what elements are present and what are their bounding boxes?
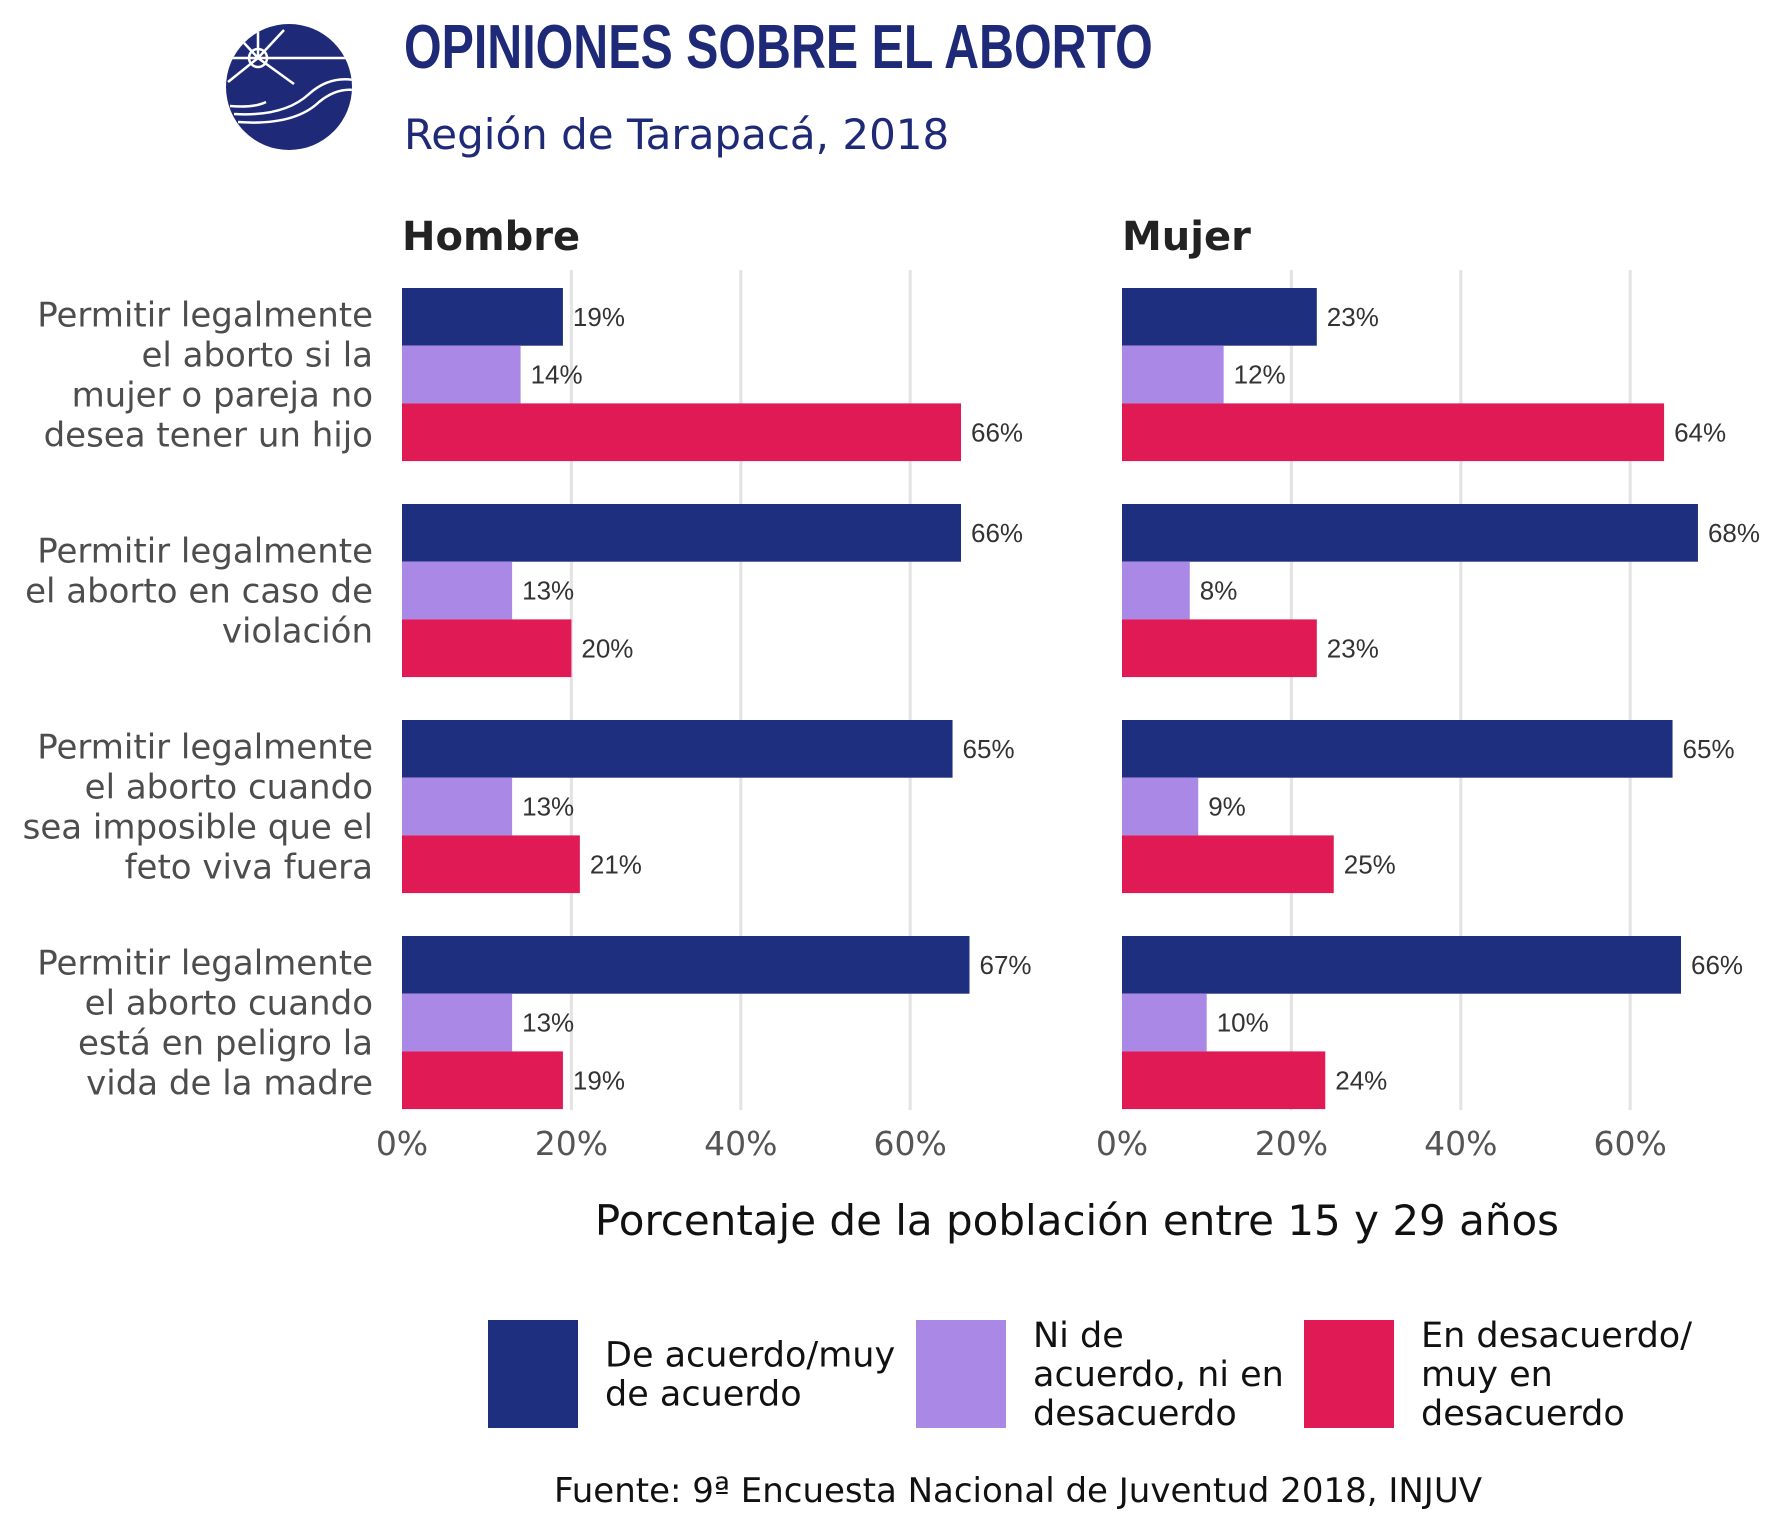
bar: [1122, 993, 1207, 1052]
data-label: 23%: [1327, 302, 1379, 332]
x-tick-label: 40%: [1424, 1124, 1497, 1163]
data-label: 67%: [979, 950, 1031, 980]
facet-title: Hombre: [402, 214, 580, 260]
x-tick-label: 60%: [1594, 1124, 1667, 1163]
data-label: 65%: [963, 734, 1015, 764]
legend-item: Ni de acuerdo, ni en desacuerdo: [916, 1316, 1284, 1434]
data-label: 19%: [573, 1065, 625, 1095]
data-label: 14%: [531, 360, 583, 390]
category-label: Permitir legalmente el aborto cuando está …: [37, 944, 373, 1104]
injuv-logo: [226, 24, 352, 150]
bar: [402, 504, 962, 562]
data-label: 66%: [971, 417, 1023, 447]
bar: [402, 619, 572, 678]
data-label: 65%: [1683, 734, 1735, 764]
bar: [402, 936, 970, 994]
bar: [402, 720, 953, 778]
bar: [1122, 619, 1317, 678]
x-tick-label: 20%: [1255, 1124, 1328, 1163]
data-label: 9%: [1208, 792, 1246, 822]
panel-mujer: Mujer 0% 20% 40% 60% 23% 12% 64% 68% 8% 23% 65% 9% 25…: [1096, 214, 1760, 1163]
bar: [1122, 835, 1334, 894]
data-label: 20%: [581, 633, 633, 663]
bar: [402, 835, 580, 894]
bar: [402, 345, 521, 404]
data-label: 66%: [1691, 950, 1743, 980]
x-tick-label: 20%: [535, 1124, 608, 1163]
data-label: 12%: [1234, 360, 1286, 390]
data-label: 13%: [522, 792, 574, 822]
legend-label: En desacuerdo/muy en desacuerdo: [1421, 1316, 1692, 1434]
bar: [1122, 504, 1698, 562]
data-label: 21%: [590, 849, 642, 879]
x-axis-label: Porcentaje de la población entre 15 y 29…: [595, 1196, 1559, 1245]
bar: [1122, 403, 1665, 462]
category-label: Permitir legalmente el aborto si la mujer …: [37, 296, 373, 456]
chart-title: OPINIONES SOBRE EL ABORTO: [404, 13, 1153, 82]
bar: [402, 1051, 563, 1110]
category-label: Permitir legalmente el aborto en caso de v…: [25, 532, 373, 652]
x-tick-label: 60%: [874, 1124, 947, 1163]
bar: [1122, 720, 1673, 778]
bar: [1122, 345, 1224, 404]
legend-swatch: [488, 1320, 578, 1428]
bar: [402, 993, 513, 1052]
data-label: 13%: [522, 576, 574, 606]
bar: [1122, 936, 1682, 994]
chart-subtitle: Región de Tarapacá, 2018: [404, 110, 950, 159]
data-label: 25%: [1344, 849, 1396, 879]
data-label: 10%: [1217, 1008, 1269, 1038]
bar: [1122, 288, 1317, 346]
x-tick-label: 0%: [1096, 1124, 1148, 1163]
data-label: 8%: [1200, 576, 1238, 606]
source-note: Fuente: 9ª Encuesta Nacional de Juventud…: [554, 1471, 1482, 1511]
data-label: 66%: [971, 518, 1023, 548]
data-label: 64%: [1674, 417, 1726, 447]
bar: [402, 288, 563, 346]
bar: [1122, 561, 1190, 620]
data-label: 68%: [1708, 518, 1760, 548]
bar: [402, 561, 513, 620]
legend-swatch: [916, 1320, 1006, 1428]
x-tick-label: 40%: [704, 1124, 777, 1163]
bar: [402, 403, 962, 462]
data-label: 24%: [1335, 1065, 1387, 1095]
legend-item: En desacuerdo/muy en desacuerdo: [1304, 1316, 1692, 1434]
facet-title: Mujer: [1122, 214, 1251, 260]
bar: [1122, 777, 1199, 836]
data-label: 23%: [1327, 633, 1379, 663]
legend-swatch: [1304, 1320, 1394, 1428]
legend-item: De acuerdo/muy de acuerdo: [488, 1320, 895, 1428]
data-label: 13%: [522, 1008, 574, 1038]
x-tick-label: 0%: [376, 1124, 428, 1163]
bar: [402, 777, 513, 836]
data-label: 19%: [573, 302, 625, 332]
legend-label: De acuerdo/muy de acuerdo: [605, 1336, 895, 1415]
bar: [1122, 1051, 1326, 1110]
category-label: Permitir legalmente el aborto cuando sea i…: [23, 728, 373, 888]
legend-label: Ni de acuerdo, ni en desacuerdo: [1033, 1316, 1284, 1434]
